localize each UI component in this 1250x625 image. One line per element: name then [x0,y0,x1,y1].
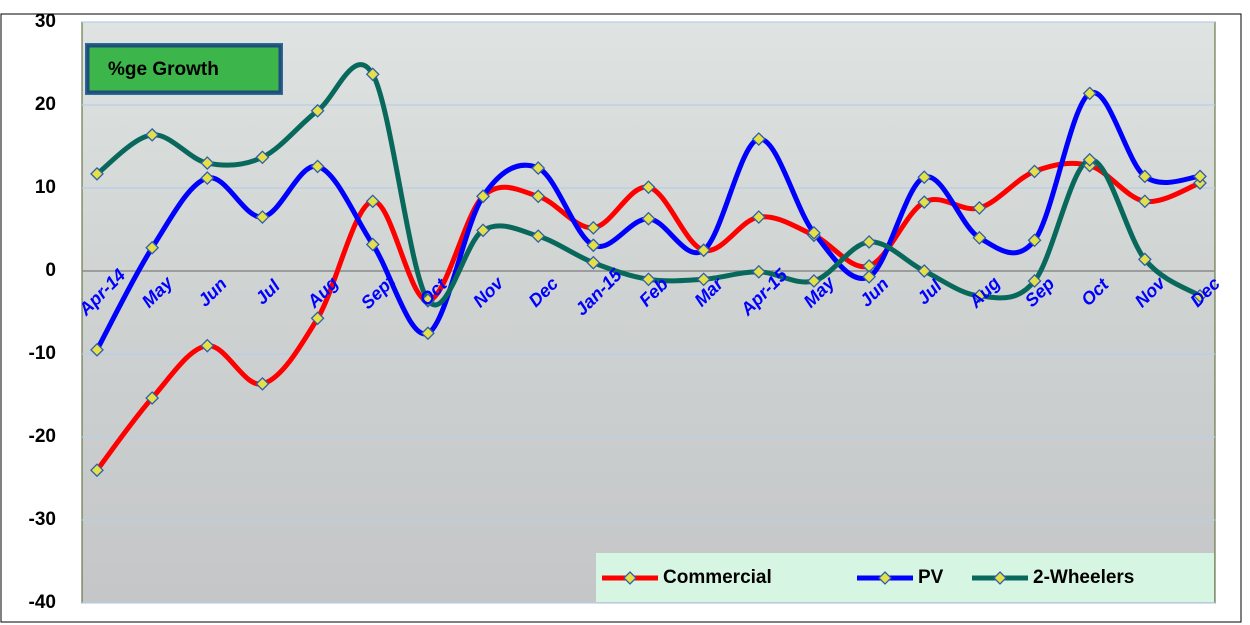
y-tick-label: 20 [35,94,56,115]
y-tick-label: 10 [35,177,56,198]
y-tick-label: 30 [35,11,56,32]
y-tick-label: 0 [45,260,56,281]
legend-label: 2-Wheelers [1033,567,1134,588]
legend-label: Commercial [663,567,772,588]
y-tick-label: -40 [29,592,56,613]
y-tick-label: -20 [29,426,56,447]
y-tick-label: -10 [29,343,56,364]
y-tick-label: -30 [29,509,56,530]
chart: -40-30-20-100102030 Apr-14MayJunJulAugSe… [0,0,1250,625]
legend-label: PV [918,567,944,588]
annotation: %ge Growth [108,59,219,80]
plot-area [82,22,1215,603]
